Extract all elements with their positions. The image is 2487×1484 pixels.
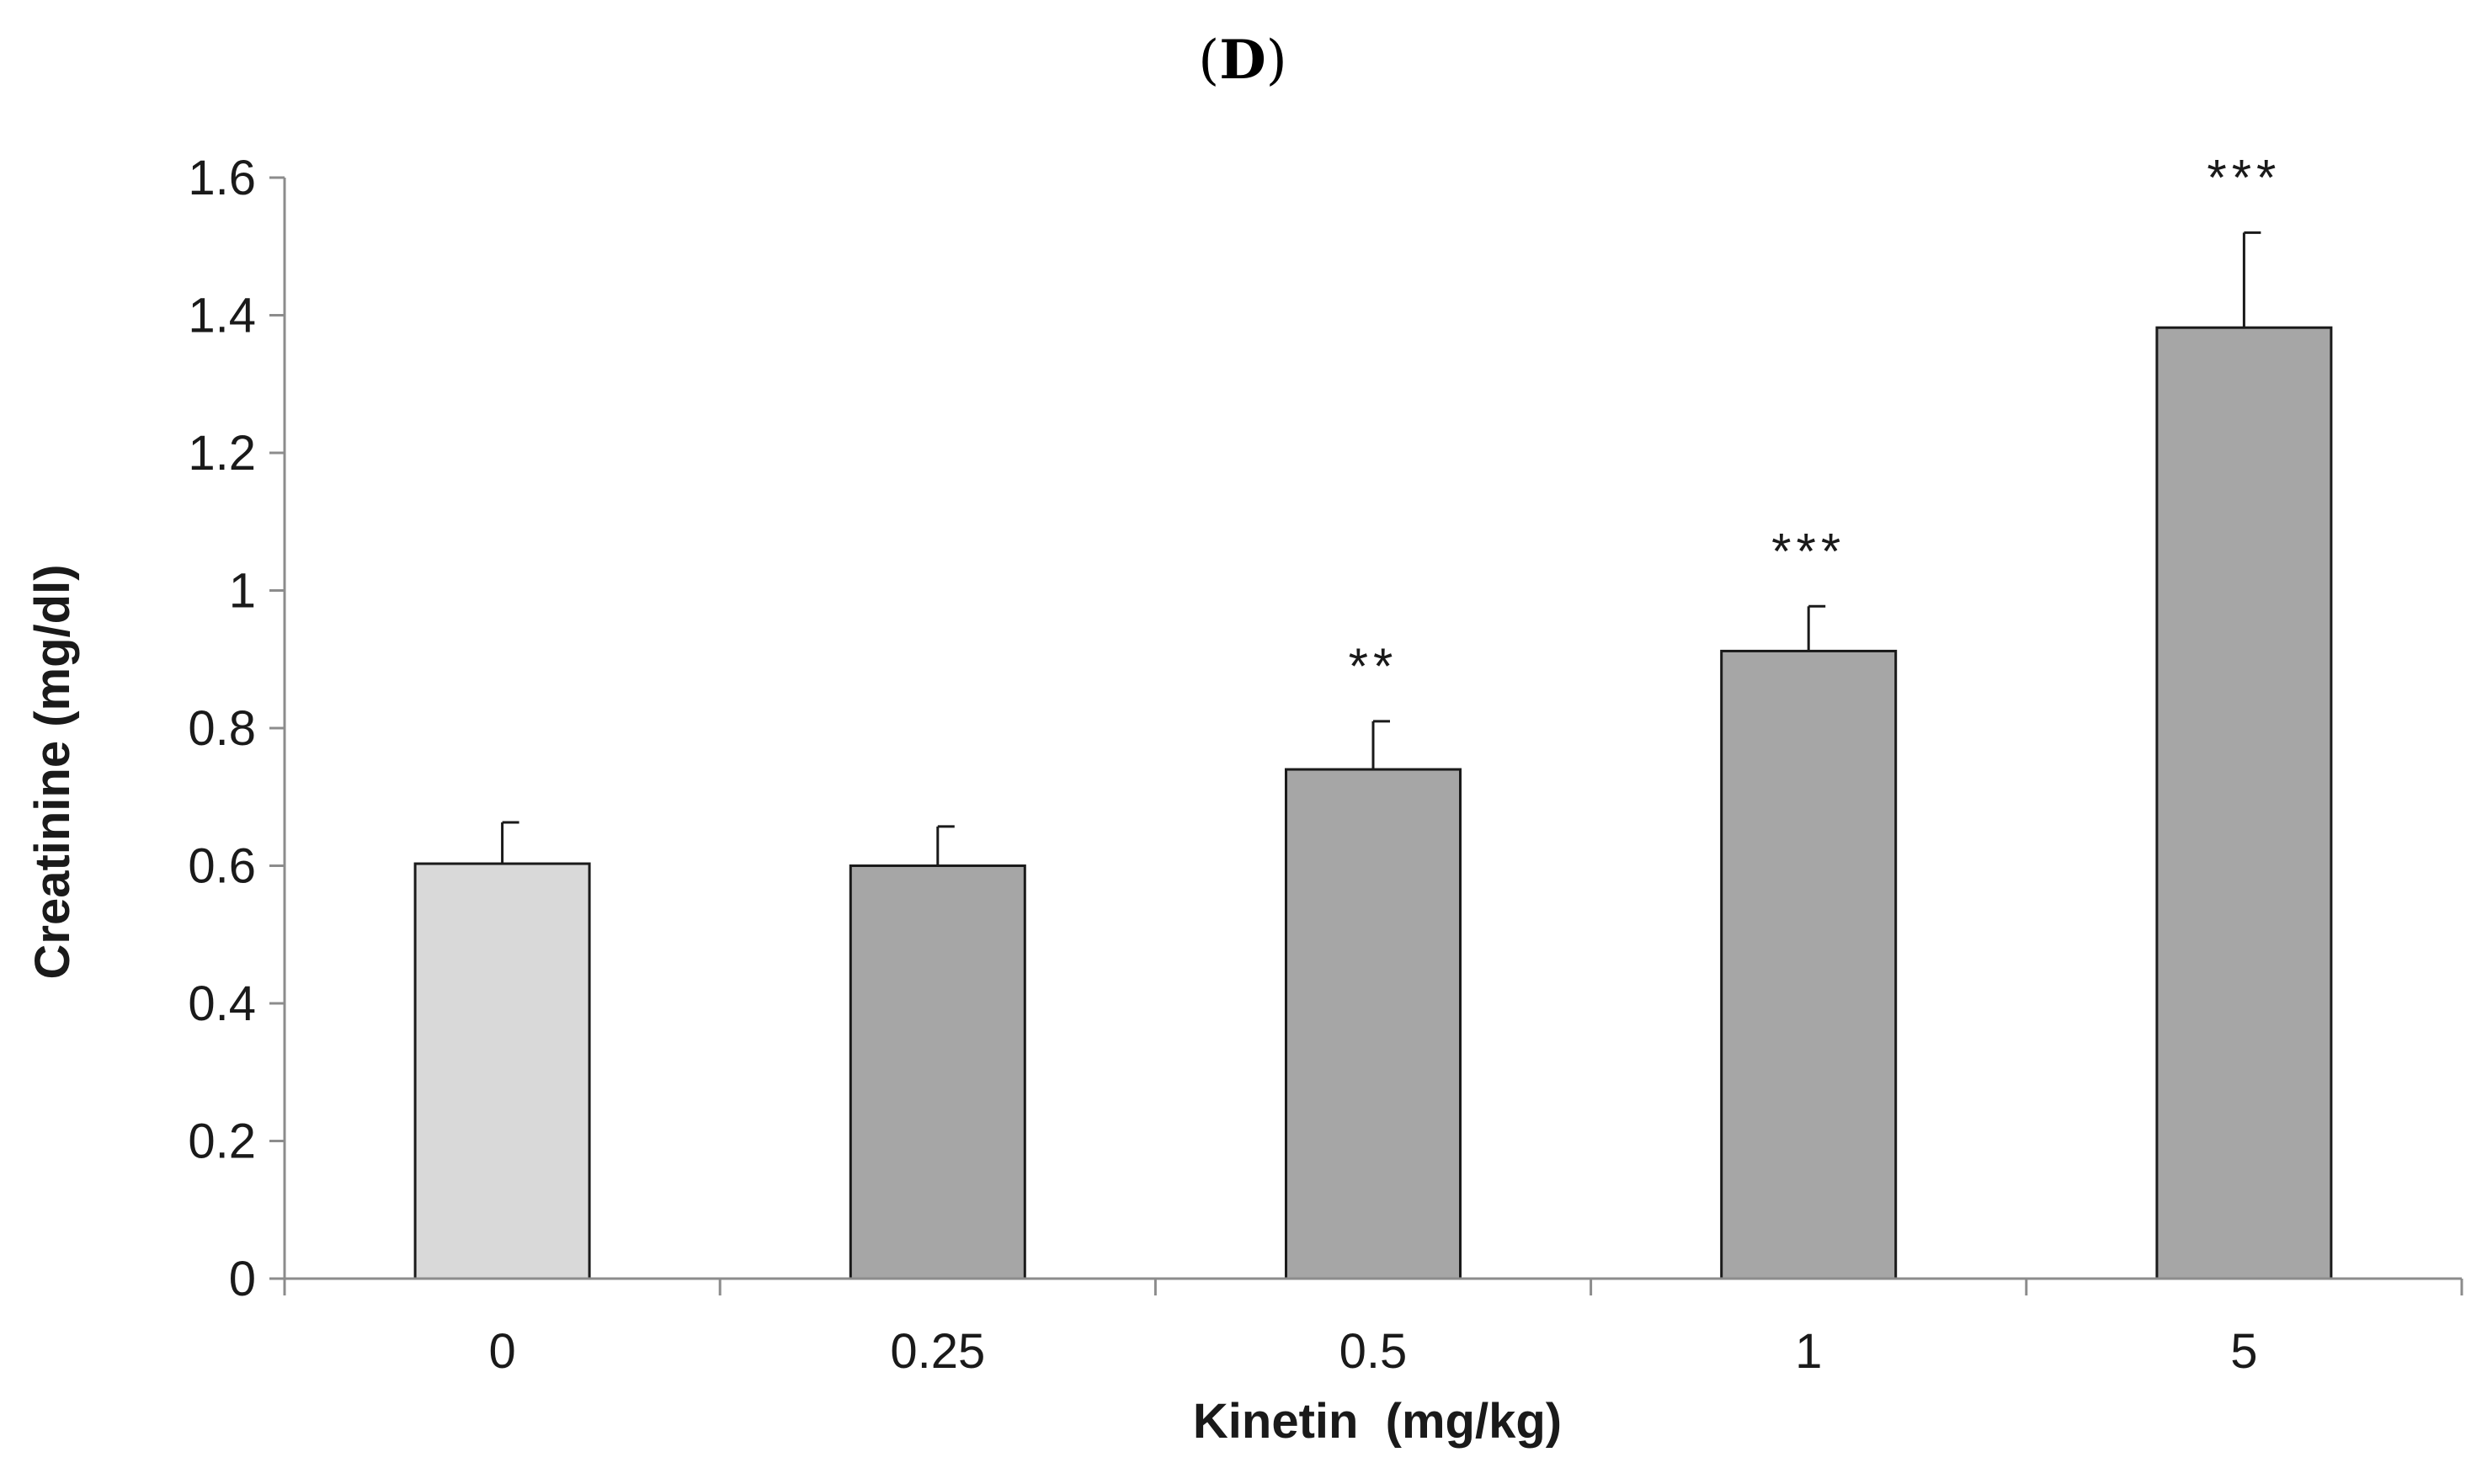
y-tick-label: 0 — [229, 1252, 256, 1306]
y-tick-label: 0.6 — [188, 839, 256, 894]
axes — [283, 178, 2462, 1280]
y-tick-label: 1.4 — [188, 289, 256, 343]
x-axis-ticks: 0 0.25 0.5 1 5 — [283, 1279, 2463, 1379]
bar — [1720, 649, 1898, 1280]
y-tick-label: 0.8 — [188, 701, 256, 756]
chart-title: (D) — [1198, 29, 1286, 92]
x-tick-label: 0 — [488, 1324, 515, 1379]
bar — [1285, 768, 1462, 1280]
x-tick-label: 0.5 — [1339, 1324, 1408, 1379]
significance-label: *** — [1771, 523, 1845, 579]
significance-label: *** — [2207, 149, 2281, 205]
y-axis-label: Creatinine (mg/dl) — [25, 564, 80, 979]
bar — [2155, 326, 2333, 1280]
significance-label: ** — [1349, 638, 1398, 694]
y-tick-label: 1 — [229, 564, 256, 619]
bars — [413, 326, 2333, 1280]
significance-markers: ******** — [1349, 149, 2281, 694]
y-tick-label: 1.6 — [188, 151, 256, 205]
y-tick-label: 1.2 — [188, 426, 256, 481]
y-axis-ticks: 0 0.2 0.4 0.6 0.8 1 1.2 1.4 1.6 — [188, 151, 285, 1306]
error-bars — [501, 231, 2261, 866]
x-tick-label: 5 — [2230, 1324, 2257, 1379]
x-axis-label: Kinetin (mg/kg) — [1193, 1394, 1562, 1449]
bar — [413, 862, 591, 1280]
x-tick-label: 1 — [1795, 1324, 1822, 1379]
y-tick-label: 0.2 — [188, 1114, 256, 1169]
x-tick-label: 0.25 — [890, 1324, 985, 1379]
y-tick-label: 0.4 — [188, 976, 256, 1031]
bar — [849, 864, 1026, 1280]
